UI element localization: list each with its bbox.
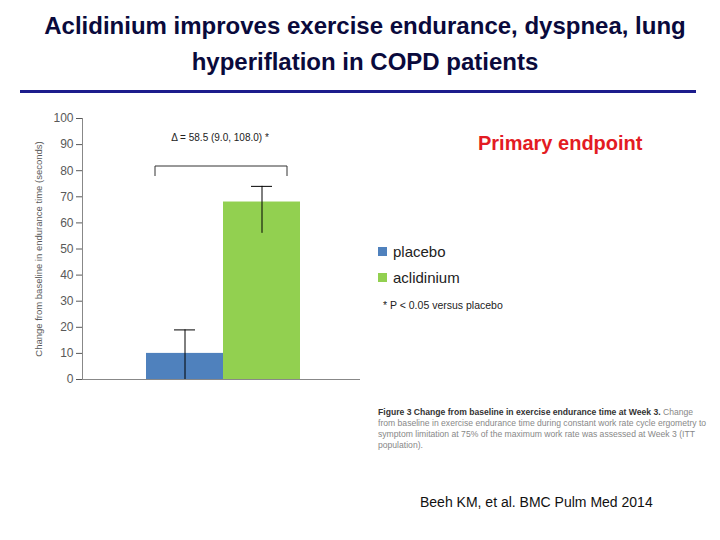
html-text:Figure 3 Change from baseline: Figure 3 Change from baseline in exercis…: [378, 407, 707, 450]
html-text:aclidinium: aclidinium: [393, 268, 460, 286]
html-text:* P < 0.05 versus placebo: * P < 0.05 versus placebo: [383, 299, 503, 311]
svg-text:40: 40: [60, 268, 74, 282]
svg-text:50: 50: [60, 242, 74, 256]
svg-text:10: 10: [60, 346, 74, 360]
svg-text:80: 80: [60, 164, 74, 178]
svg-text:30: 30: [60, 294, 74, 308]
html-text:Δ = 58.5 (9.0, 108.0) *: Δ = 58.5 (9.0, 108.0) *: [171, 132, 269, 143]
svg-text:90: 90: [60, 137, 74, 151]
html-text:Primary endpoint: Primary endpoint: [478, 132, 643, 154]
svg-text:70: 70: [60, 190, 74, 204]
html-text:Beeh KM, et al. BMC Pulm Med 2: Beeh KM, et al. BMC Pulm Med 2014: [420, 494, 653, 510]
svg-text:20: 20: [60, 320, 74, 334]
html-text:Aclidinium improves exercise e: Aclidinium improves exercise endurance, …: [44, 12, 686, 75]
html-text:placebo: placebo: [393, 242, 446, 260]
svg-text:60: 60: [60, 216, 74, 230]
svg-text:0: 0: [67, 372, 74, 386]
svg-text:100: 100: [53, 111, 73, 125]
svg-text:Change from baseline in endura: Change from baseline in endurance time (…: [33, 141, 44, 356]
